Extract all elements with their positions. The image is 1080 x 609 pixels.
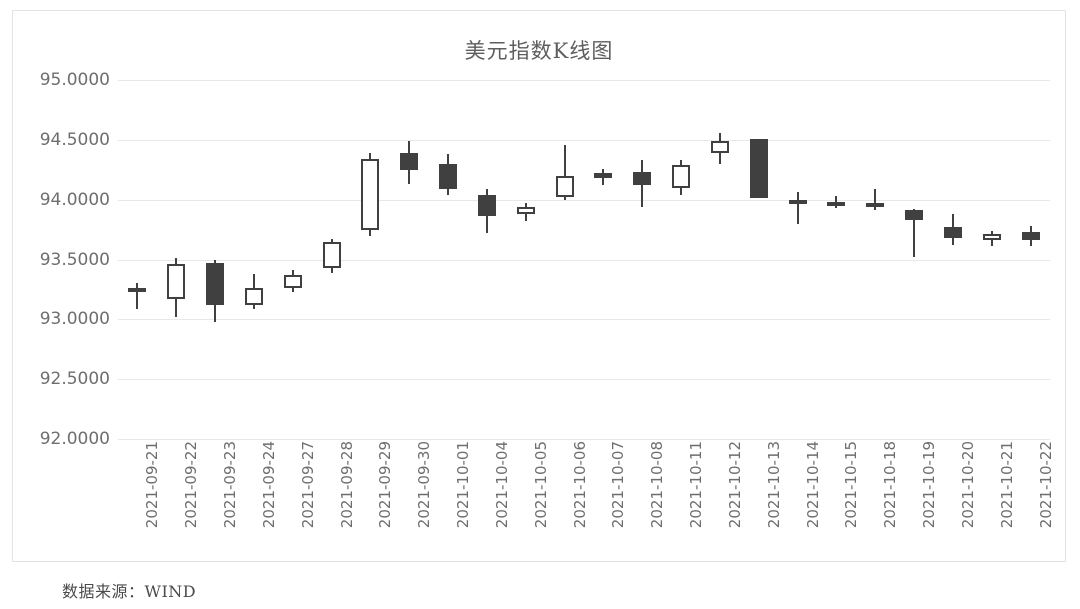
candle-wick	[214, 259, 217, 322]
candle-body	[244, 288, 263, 305]
candle-wick	[408, 141, 411, 185]
x-axis-tick-label: 2021-09-22	[182, 441, 201, 529]
x-axis-tick-label: 2021-09-21	[143, 441, 162, 529]
x-axis-tick-label: 2021-10-12	[725, 441, 744, 529]
y-axis-tick-label: 92.5000	[39, 369, 110, 390]
x-axis-tick-label: 2021-10-14	[803, 441, 822, 529]
candle-wick	[951, 214, 954, 246]
gridline	[118, 439, 1050, 440]
y-axis-tick-label: 94.0000	[39, 189, 110, 210]
candle-body	[400, 152, 419, 170]
candle-body	[477, 194, 496, 217]
chart-frame: 美元指数K线图	[12, 10, 1066, 562]
candle-body	[710, 141, 729, 153]
x-axis: 2021-09-21 2021-09-22 2021-09-23 2021-09-24…	[118, 441, 1054, 561]
x-axis-tick-label: 2021-10-19	[920, 441, 939, 529]
candle-body	[943, 227, 962, 238]
x-axis-tick-label: 2021-10-15	[842, 441, 861, 529]
candle-body	[361, 158, 380, 230]
candle-body	[206, 263, 225, 305]
page-title: 美元指数K线图	[464, 39, 614, 63]
candle-body	[555, 175, 574, 198]
candle-body	[633, 172, 652, 186]
candle-wick	[563, 144, 566, 200]
x-axis-tick-label: 2021-09-29	[376, 441, 395, 529]
candle-wick	[796, 192, 799, 224]
candle-wick	[369, 152, 372, 236]
candle-body	[982, 234, 1001, 241]
y-axis-tick-label: 95.0000	[39, 70, 110, 90]
candle-body	[905, 210, 924, 220]
gridline	[118, 259, 1050, 261]
gridline	[118, 379, 1050, 381]
candle-body	[866, 203, 885, 208]
candle-wick	[291, 270, 294, 292]
x-axis-tick-label: 2021-10-05	[531, 441, 550, 529]
candle-body	[283, 275, 302, 289]
x-axis-tick-label: 2021-10-21	[997, 441, 1016, 529]
gridline	[118, 139, 1050, 141]
candle-wick	[602, 168, 605, 186]
candle-wick	[718, 132, 721, 164]
x-axis-tick-label: 2021-10-08	[648, 441, 667, 529]
x-axis-tick-label: 2021-09-23	[221, 441, 240, 529]
x-axis-tick-label: 2021-09-24	[259, 441, 278, 529]
x-axis-tick-label: 2021-10-13	[764, 441, 783, 529]
x-axis-tick-label: 2021-10-18	[881, 441, 900, 529]
candle-body	[167, 264, 186, 299]
candle-wick	[447, 154, 450, 195]
x-axis-tick-label: 2021-10-01	[454, 441, 473, 529]
y-axis-tick-label: 92.0000	[39, 429, 110, 449]
gridline	[118, 80, 1050, 81]
candle-body	[672, 164, 691, 188]
source-note: 数据来源：WIND	[62, 582, 197, 601]
candle-body	[322, 241, 341, 268]
x-axis-tick-label: 2021-09-27	[298, 441, 317, 529]
candle-body	[516, 206, 535, 215]
candle-wick	[136, 283, 139, 309]
x-axis-tick-label: 2021-10-20	[958, 441, 977, 529]
candle-wick	[175, 258, 178, 317]
x-axis-tick-label: 2021-10-06	[570, 441, 589, 529]
candle-wick	[252, 273, 255, 309]
y-axis-tick-label: 93.0000	[39, 309, 110, 330]
candle-wick	[757, 138, 760, 199]
candle-wick	[524, 203, 527, 222]
y-axis-tick-label: 93.5000	[39, 249, 110, 270]
candle-body	[827, 202, 846, 207]
candle-wick	[330, 239, 333, 273]
x-axis-tick-label: 2021-10-11	[687, 441, 706, 529]
candle-wick	[913, 209, 916, 258]
x-axis-tick-label: 2021-09-28	[337, 441, 356, 529]
gridline	[118, 319, 1050, 321]
candle-wick	[835, 196, 838, 209]
x-axis-tick-label: 2021-09-30	[415, 441, 434, 529]
candle-wick	[990, 230, 993, 247]
candle-body	[128, 288, 147, 293]
candle-body	[594, 173, 613, 179]
candle-wick	[1029, 225, 1032, 247]
y-axis: 92.0000 92.5000 93.0000 93.5000 94.0000 94.50…	[18, 70, 110, 449]
gridline	[118, 199, 1050, 201]
candle-body	[1021, 231, 1040, 241]
plot-area	[118, 80, 1050, 440]
x-axis-tick-label: 2021-10-07	[609, 441, 628, 529]
x-axis-tick-label: 2021-10-04	[492, 441, 511, 529]
y-axis-tick-label: 94.5000	[39, 129, 110, 150]
candle-wick	[485, 188, 488, 234]
candle-body	[749, 138, 768, 199]
candle-wick	[680, 160, 683, 195]
candle-body	[439, 163, 458, 189]
x-axis-tick-label: 2021-10-22	[1036, 441, 1055, 529]
